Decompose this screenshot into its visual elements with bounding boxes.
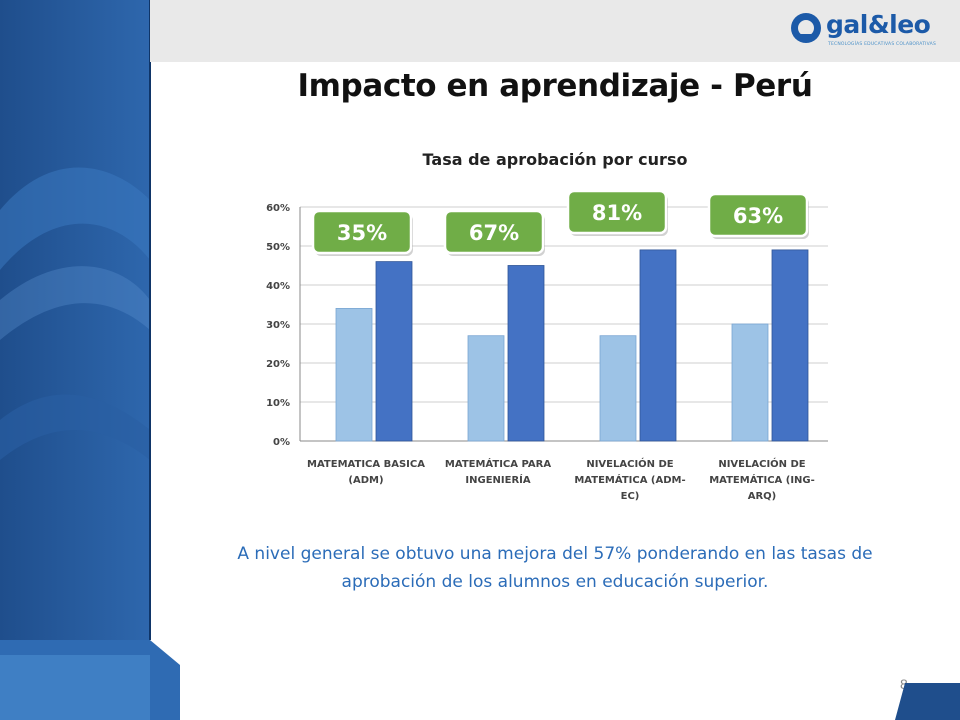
- bar: [467, 335, 505, 442]
- logo: gal&leo TECNOLOGÍAS EDUCATIVAS COLABORAT…: [788, 8, 948, 54]
- x-tick-label: MATEMÁTICA PARA: [445, 457, 551, 470]
- x-tick-label: INGENIERÍA: [465, 473, 530, 486]
- callout-label: 81%: [592, 201, 642, 225]
- chart-title: Tasa de aprobación por curso: [422, 150, 688, 169]
- x-tick-label: EC): [621, 491, 640, 502]
- x-tick-label: MATEMÁTICA (ADM-: [574, 473, 685, 486]
- y-tick-label: 20%: [266, 359, 290, 370]
- y-tick-label: 10%: [266, 398, 290, 409]
- callout-label: 67%: [469, 221, 519, 245]
- bar: [771, 249, 809, 442]
- bar: [599, 335, 637, 442]
- x-tick-label: (ADM): [348, 475, 383, 486]
- x-tick-label: MATEMÁTICA (ING-: [709, 473, 815, 486]
- callout-box: [443, 209, 545, 255]
- callout-box: [311, 209, 413, 255]
- page-number: 8: [900, 676, 908, 692]
- corner-decoration: [895, 683, 960, 720]
- bar: [507, 265, 545, 442]
- logo-mark-icon: [791, 13, 821, 43]
- header-bar: [150, 0, 960, 62]
- y-tick-label: 0%: [273, 437, 290, 448]
- y-tick-label: 40%: [266, 281, 290, 292]
- logo-text: gal&leo: [826, 10, 931, 39]
- x-tick-label: NIVELACIÓN DE: [586, 457, 673, 470]
- logo-tagline: TECNOLOGÍAS EDUCATIVAS COLABORATIVAS: [828, 42, 937, 47]
- callout-label: 63%: [733, 204, 783, 228]
- sidebar-decoration: [0, 0, 180, 720]
- slide-caption: A nivel general se obtuvo una mejora del…: [237, 544, 873, 592]
- bar: [335, 308, 373, 442]
- callout-box: [566, 189, 668, 235]
- x-tick-label: NIVELACIÓN DE: [718, 457, 805, 470]
- y-tick-label: 50%: [266, 242, 290, 253]
- callout-label: 35%: [337, 221, 387, 245]
- bar: [639, 249, 677, 442]
- bar: [731, 323, 769, 442]
- callout-box: [707, 192, 809, 238]
- y-tick-label: 60%: [266, 203, 290, 214]
- y-tick-label: 30%: [266, 320, 290, 331]
- bar: [375, 261, 413, 442]
- x-tick-label: MATEMATICA BASICA: [307, 459, 425, 470]
- bar-chart: 0% 10% 20% 30% 40% 50% 60% MATEMATICA BASICA (AD…: [266, 189, 828, 502]
- x-tick-label: ARQ): [748, 491, 777, 502]
- slide-title: Impacto en aprendizaje - Perú: [297, 68, 813, 104]
